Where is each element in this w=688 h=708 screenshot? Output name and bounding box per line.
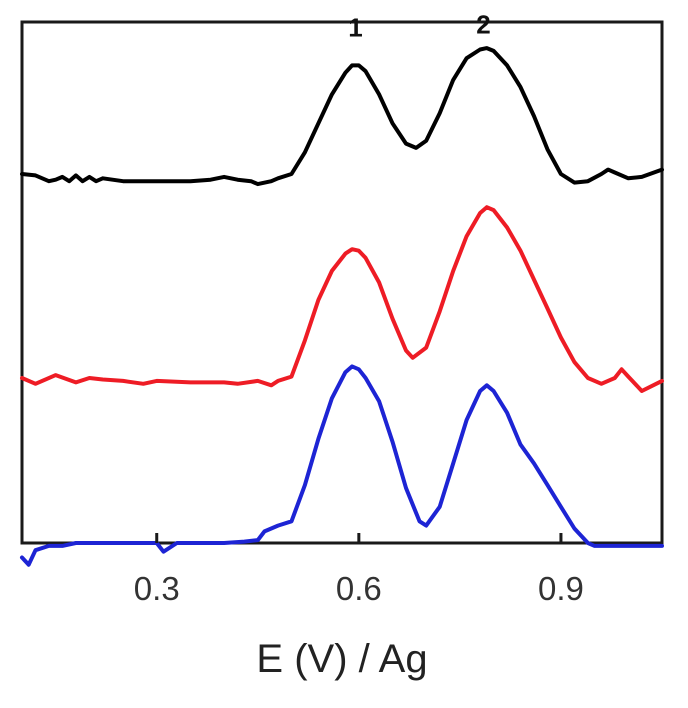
- series-line-2: [20, 205, 664, 393]
- peak-label-2: 2: [476, 10, 490, 40]
- peak-label-1: 1: [348, 12, 362, 42]
- x-tick-label: 0.6: [336, 570, 382, 607]
- series-layer: [20, 46, 664, 567]
- series-line-1: [20, 46, 664, 187]
- x-axis-ticks: 0.3 0.6 0.9: [134, 533, 584, 607]
- plot-frame: [20, 20, 664, 545]
- x-tick-label: 0.3: [134, 570, 180, 607]
- series-line-3: [20, 364, 664, 567]
- x-tick-label: 0.9: [538, 570, 584, 607]
- x-axis-label: E (V) / Ag: [256, 637, 427, 681]
